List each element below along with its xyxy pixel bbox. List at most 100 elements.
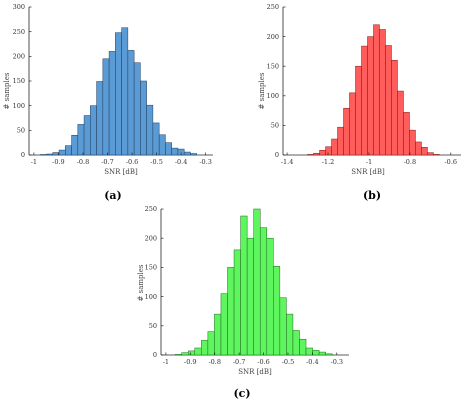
y-tick-label-a: 150: [13, 77, 25, 85]
x-tick-label-a: -0.8: [77, 158, 90, 166]
histogram-bar-c: [259, 227, 268, 356]
y-tick-label-b: 150: [267, 62, 279, 70]
x-tick-label-a: -1: [31, 158, 37, 166]
x-tick-label-c: -0.7: [233, 358, 246, 366]
histogram-bar-c: [207, 331, 215, 356]
histogram-bar-b: [373, 24, 380, 156]
ylabel-b: # samples: [258, 72, 266, 109]
histogram-bar-b: [409, 129, 416, 156]
histogram-bar-b: [361, 45, 368, 156]
y-tick-label-b: 250: [267, 3, 279, 11]
histogram-bar-c: [246, 237, 254, 356]
histogram-bar-b: [385, 45, 392, 156]
histogram-bar-a: [152, 122, 160, 156]
histogram-bar-c: [194, 347, 202, 356]
histogram-bar-b: [433, 154, 440, 156]
histogram-bar-a: [140, 80, 147, 156]
y-tick-label-a: 0: [21, 151, 25, 159]
x-tick-label-c: -0.4: [306, 358, 319, 366]
histogram-bar-b: [379, 29, 386, 156]
histogram-bar-a: [171, 147, 179, 156]
histogram-panel-c: 0 50 100 150 200 250 -1 -0.9 -0.8 -0.7 -0.6 -0.5 -0.…: [137, 205, 349, 400]
histogram-bar-c: [253, 208, 261, 356]
histogram-bar-b: [415, 141, 422, 156]
histogram-bar-c: [292, 330, 300, 356]
x-tick-label-c: -0.3: [331, 358, 344, 366]
panel-label-b: (b): [363, 189, 381, 202]
y-tick-label-a: 300: [13, 3, 25, 11]
xlabel-c: SNR [dB]: [238, 368, 272, 376]
x-tick-label-b: -1.2: [322, 158, 335, 166]
histogram-bar-c: [273, 265, 281, 356]
x-tick-label-a: -0.9: [52, 158, 65, 166]
y-tick-label-a: 250: [13, 28, 25, 36]
ylabel-a: # samples: [3, 72, 11, 109]
ylabel-c: # samples: [137, 264, 145, 301]
plot-area-c: 0 50 100 150 200 250 -1 -0.9 -0.8 -0.7 -0.6 -0.5 -0.…: [145, 205, 349, 366]
x-tick-label-b: -1: [366, 158, 372, 166]
histogram-bar-a: [183, 151, 191, 156]
histogram-bar-b: [313, 152, 320, 156]
histogram-bar-c: [174, 354, 182, 356]
y-tick-label-b: 0: [275, 151, 279, 159]
x-tick-label-a: -0.5: [150, 158, 163, 166]
histogram-bar-c: [214, 313, 222, 356]
histogram-bar-c: [286, 313, 294, 356]
histogram-bar-a: [127, 50, 135, 156]
histogram-bar-c: [299, 338, 307, 356]
x-tick-label-c: -0.5: [282, 358, 295, 366]
histogram-bar-b: [421, 147, 428, 156]
histogram-panel-a: 0 50 100 150 200 250 300 -1 -0.9 -0.8 -0.7 -0.6 -0.5…: [3, 3, 213, 202]
histogram-bar-b: [391, 60, 398, 156]
histogram-bar-c: [325, 353, 333, 356]
x-tick-label-b: -0.8: [404, 158, 417, 166]
x-tick-label-c: -0.9: [184, 358, 197, 366]
histogram-bar-a: [77, 124, 85, 156]
histogram-bar-a: [133, 62, 141, 156]
histogram-bar-c: [305, 347, 313, 356]
histogram-bar-b: [331, 138, 338, 156]
histogram-bar-b: [397, 90, 404, 156]
histogram-bar-a: [108, 51, 116, 156]
y-tick-label-b: 50: [271, 122, 279, 130]
histogram-bar-a: [102, 58, 110, 156]
x-tick-label-c: -0.6: [257, 358, 270, 366]
panel-label-c: (c): [233, 387, 250, 400]
histogram-bar-b: [427, 152, 434, 156]
histogram-bar-c: [201, 340, 209, 356]
histogram-bar-b: [349, 92, 356, 156]
histogram-bar-c: [233, 249, 241, 356]
histogram-bar-a: [83, 115, 91, 156]
histogram-bar-b: [403, 112, 410, 156]
xlabel-a: SNR [dB]: [104, 168, 138, 176]
histogram-bar-a: [65, 145, 72, 156]
y-tick-label-c: 0: [153, 351, 157, 359]
histogram-bar-b: [307, 154, 314, 156]
histogram-bar-c: [318, 351, 326, 356]
x-tick-label-a: -0.7: [101, 158, 114, 166]
plot-area-b: 0 50 100 150 200 250 -1.4 -1.2 -1 -0.8 -0.6: [267, 3, 461, 166]
x-tick-label-a: -0.3: [199, 158, 212, 166]
histogram-bar-c: [312, 350, 320, 356]
y-tick-label-b: 200: [267, 33, 279, 41]
histogram-bar-b: [337, 126, 344, 156]
histogram-bar-c: [266, 237, 274, 356]
plot-area-a: 0 50 100 150 200 250 300 -1 -0.9 -0.8 -0.7 -0.6 -0.5…: [13, 3, 213, 166]
x-tick-label-b: -0.6: [444, 158, 457, 166]
histogram-bar-b: [367, 36, 374, 156]
histogram-bar-c: [181, 352, 189, 356]
histogram-bar-c: [240, 215, 248, 356]
y-tick-label-c: 50: [149, 322, 157, 330]
histogram-bar-c: [220, 293, 228, 356]
x-tick-label-a: -0.6: [126, 158, 139, 166]
x-tick-label-a: -0.4: [175, 158, 188, 166]
y-tick-label-c: 150: [145, 264, 157, 272]
x-tick-label-c: -0.8: [208, 358, 221, 366]
y-tick-label-c: 100: [145, 293, 157, 301]
y-tick-label-b: 100: [267, 92, 279, 100]
histogram-bar-a: [121, 27, 129, 156]
histogram-bar-b: [325, 146, 332, 156]
y-tick-label-a: 100: [13, 102, 25, 110]
histogram-bar-a: [46, 153, 54, 156]
